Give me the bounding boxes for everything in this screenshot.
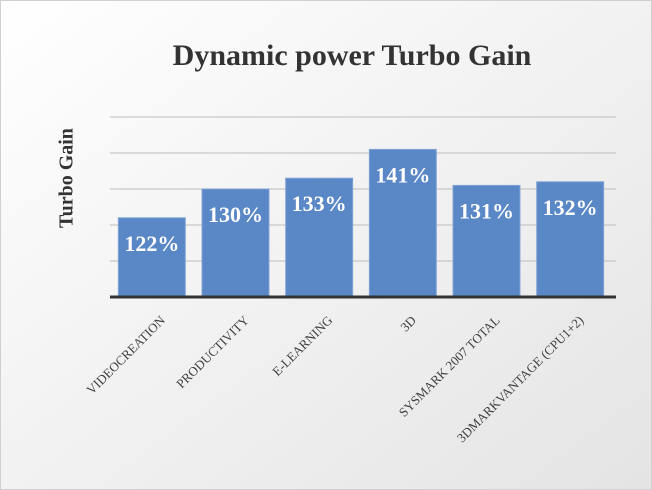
data-label: 133% [292,191,347,216]
data-label: 130% [208,202,263,227]
data-label: 122% [124,231,179,256]
chart-title: Dynamic power Turbo Gain [173,39,532,72]
bar [536,181,605,298]
data-label: 141% [375,162,430,187]
bar [368,148,437,298]
data-label: 132% [543,195,598,220]
bar [285,177,354,298]
bar [117,217,186,298]
y-axis-label: Turbo Gain [56,128,78,228]
data-label: 131% [459,198,514,223]
bar [452,184,521,298]
